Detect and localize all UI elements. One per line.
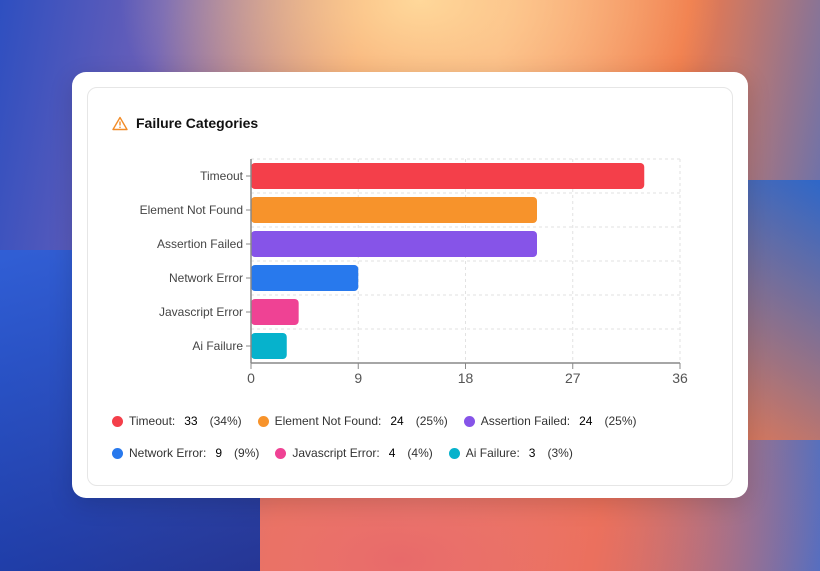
legend-value: 24 bbox=[390, 414, 404, 428]
y-tick-label: Javascript Error bbox=[159, 305, 243, 319]
y-tick-label: Element Not Found bbox=[140, 203, 243, 217]
bar-ai-failure bbox=[251, 333, 287, 359]
legend-item: Assertion Failed: 24 (25%) bbox=[463, 414, 637, 428]
failure-categories-card: Failure Categories 0 9 18 27 36 Timeout Elemen… bbox=[87, 87, 733, 486]
legend-value: 4 bbox=[388, 446, 396, 460]
legend-item: Element Not Found: 24 (25%) bbox=[257, 414, 448, 428]
x-tick-label: 27 bbox=[565, 370, 581, 386]
legend-item: Javascript Error: 4 (4%) bbox=[275, 446, 433, 460]
legend-percent: (25%) bbox=[604, 414, 637, 428]
legend-percent: (9%) bbox=[234, 446, 260, 460]
legend-item: Network Error: 9 (9%) bbox=[112, 446, 259, 460]
legend-label: Javascript Error: bbox=[292, 446, 380, 460]
legend-value: 3 bbox=[528, 446, 536, 460]
bar-chart: 0 9 18 27 36 Timeout Element Not Found Assertio… bbox=[140, 158, 688, 386]
bar-javascript-error bbox=[251, 299, 299, 325]
legend-row: Network Error: 9 (9%) Javascript Error: 4 (4%… bbox=[112, 446, 573, 460]
x-tick-label: 0 bbox=[247, 370, 255, 386]
warning-triangle-icon bbox=[112, 116, 128, 130]
legend-percent: (25%) bbox=[415, 414, 448, 428]
legend-label: Timeout: bbox=[129, 414, 176, 428]
card-container: Failure Categories 0 9 18 27 36 Timeout Elemen… bbox=[72, 72, 748, 498]
legend-percent: (4%) bbox=[407, 446, 433, 460]
bar-network-error bbox=[251, 265, 359, 291]
legend-row: Timeout: 33 (34%) Element Not Found: 24 (25%)… bbox=[112, 414, 636, 428]
y-tick-label: Assertion Failed bbox=[157, 237, 243, 251]
legend-percent: (34%) bbox=[209, 414, 242, 428]
legend-item: Timeout: 33 (34%) bbox=[112, 414, 242, 428]
legend-percent: (3%) bbox=[547, 446, 573, 460]
bar-assertion-failed bbox=[251, 231, 537, 257]
card-title: Failure Categories bbox=[136, 115, 259, 131]
x-tick-label: 36 bbox=[672, 370, 688, 386]
legend-value: 24 bbox=[579, 414, 593, 428]
legend-value: 9 bbox=[215, 446, 223, 460]
legend-dot bbox=[448, 447, 460, 459]
legend-dot bbox=[275, 447, 287, 459]
legend-label: Assertion Failed: bbox=[480, 414, 571, 428]
bar-element-not-found bbox=[251, 197, 537, 223]
legend-label: Element Not Found: bbox=[274, 414, 382, 428]
legend-dot bbox=[257, 415, 269, 427]
legend-dot bbox=[463, 415, 475, 427]
bar-timeout bbox=[251, 163, 645, 189]
card-header: Failure Categories bbox=[112, 115, 258, 131]
legend-dot bbox=[112, 415, 123, 427]
y-tick-label: Timeout bbox=[200, 169, 244, 183]
y-tick-label: Network Error bbox=[169, 271, 243, 285]
x-tick-label: 18 bbox=[458, 370, 474, 386]
x-tick-label: 9 bbox=[354, 370, 362, 386]
legend-dot bbox=[112, 447, 123, 459]
y-tick-label: Ai Failure bbox=[192, 339, 243, 353]
legend-label: Ai Failure: bbox=[465, 446, 520, 460]
legend-value: 33 bbox=[184, 414, 198, 428]
legend-item: Ai Failure: 3 (3%) bbox=[448, 446, 573, 460]
legend-label: Network Error: bbox=[129, 446, 207, 460]
